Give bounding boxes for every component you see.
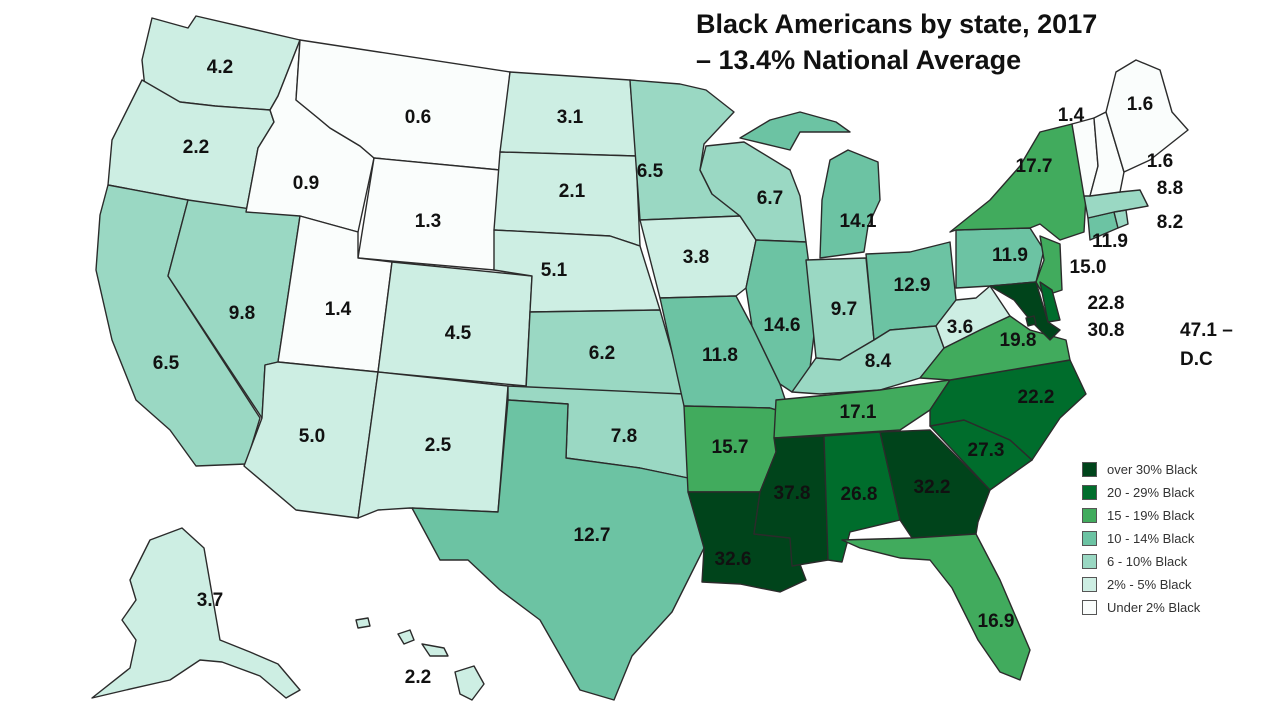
legend-swatch — [1082, 508, 1097, 523]
state-label-TN: 17.1 — [840, 402, 877, 423]
state-label-ME: 1.6 — [1127, 94, 1153, 115]
state-ME[interactable] — [1105, 59, 1189, 173]
state-UP-MI[interactable] — [739, 111, 851, 151]
state-label-MN: 6.5 — [637, 161, 664, 182]
state-label-WA: 4.2 — [207, 57, 233, 78]
state-HI[interactable] — [454, 665, 485, 701]
state-value-labels: 4.2 2.2 6.5 9.8 0.9 0.6 1.3 1.4 5.0 4.5 2.5 3.1 2.1 5… — [153, 57, 1183, 688]
state-label-NV: 9.8 — [229, 303, 255, 324]
state-DE[interactable] — [1039, 281, 1061, 323]
legend-item: 2% - 5% Black — [1082, 573, 1200, 596]
state-MI[interactable] — [819, 149, 881, 259]
state-NY[interactable] — [949, 123, 1087, 241]
state-label-UT: 1.4 — [325, 299, 352, 320]
state-label-ID: 0.9 — [293, 173, 319, 194]
legend-label: 20 - 29% Black — [1107, 485, 1195, 500]
legend-label: Under 2% Black — [1107, 600, 1201, 615]
legend-swatch — [1082, 531, 1097, 546]
title-line-2: – 13.4% National Average — [696, 45, 1022, 75]
state-label-KS: 6.2 — [589, 343, 615, 364]
state-label-OK: 7.8 — [611, 426, 637, 447]
state-label-LA: 32.6 — [715, 549, 752, 570]
state-label-IA: 3.8 — [683, 247, 709, 268]
map-title: Black Americans by state, 2017 – 13.4% N… — [696, 6, 1097, 78]
title-line-1: Black Americans by state, 2017 — [696, 9, 1098, 39]
state-label-NE: 5.1 — [541, 260, 568, 281]
state-label-MI: 14.1 — [840, 211, 877, 232]
legend-item: 6 - 10% Black — [1082, 550, 1200, 573]
state-label-TX: 12.7 — [574, 525, 611, 546]
legend-label: over 30% Black — [1107, 462, 1198, 477]
state-label-VT: 1.4 — [1058, 105, 1085, 126]
state-label-CT: 11.9 — [1092, 231, 1128, 252]
state-label-MS: 37.8 — [774, 483, 811, 504]
state-label-IL: 14.6 — [764, 315, 801, 336]
state-label-VA: 19.8 — [1000, 330, 1037, 351]
dc-label-line-2: D.C — [1180, 349, 1213, 370]
legend-item: 10 - 14% Black — [1082, 527, 1200, 550]
state-label-PA: 11.9 — [992, 245, 1028, 266]
state-label-HI: 2.2 — [405, 667, 431, 688]
state-label-AK: 3.7 — [197, 590, 223, 611]
state-label-MD: 30.8 — [1088, 320, 1125, 341]
legend-swatch — [1082, 462, 1097, 477]
state-label-AR: 15.7 — [712, 437, 749, 458]
dc-label-line-1: 47.1 – — [1180, 320, 1233, 341]
state-WV[interactable] — [935, 285, 1011, 349]
state-label-CA: 6.5 — [153, 353, 180, 374]
state-label-WV: 3.6 — [947, 317, 973, 338]
state-label-NJ: 15.0 — [1070, 257, 1107, 278]
state-label-KY: 8.4 — [865, 351, 892, 372]
legend-label: 2% - 5% Black — [1107, 577, 1192, 592]
state-MD[interactable] — [989, 281, 1061, 341]
state-TX[interactable] — [411, 399, 705, 701]
state-label-GA: 32.2 — [914, 477, 951, 498]
state-label-SD: 2.1 — [559, 181, 586, 202]
hi-islet-2 — [421, 643, 449, 657]
state-label-FL: 16.9 — [978, 611, 1015, 632]
legend-label: 6 - 10% Black — [1107, 554, 1188, 569]
state-GA[interactable] — [879, 429, 991, 539]
hi-islet-3 — [355, 617, 371, 629]
state-label-MT: 0.6 — [405, 107, 431, 128]
legend: over 30% Black 20 - 29% Black 15 - 19% B… — [1082, 458, 1200, 619]
hi-islet-1 — [397, 629, 415, 645]
dc-marker — [1025, 315, 1037, 327]
state-NC[interactable] — [929, 359, 1087, 461]
state-FL[interactable] — [841, 533, 1031, 681]
state-label-CO: 4.5 — [445, 323, 472, 344]
state-label-OH: 12.9 — [894, 275, 931, 296]
legend-swatch — [1082, 577, 1097, 592]
state-label-WY: 1.3 — [415, 211, 441, 232]
legend-item: over 30% Black — [1082, 458, 1200, 481]
state-label-RI: 8.2 — [1157, 212, 1183, 233]
state-label-NM: 2.5 — [425, 435, 452, 456]
legend-item: Under 2% Black — [1082, 596, 1200, 619]
legend-label: 15 - 19% Black — [1107, 508, 1195, 523]
state-label-SC: 27.3 — [968, 440, 1005, 461]
state-label-OR: 2.2 — [183, 137, 209, 158]
state-label-NC: 22.2 — [1018, 387, 1055, 408]
legend-swatch — [1082, 554, 1097, 569]
state-label-DE: 22.8 — [1088, 293, 1125, 314]
legend-swatch — [1082, 600, 1097, 615]
legend-item: 15 - 19% Black — [1082, 504, 1200, 527]
state-label-AL: 26.8 — [841, 484, 878, 505]
state-label-NY: 17.7 — [1016, 156, 1053, 177]
legend-swatch — [1082, 485, 1097, 500]
state-label-ND: 3.1 — [557, 107, 584, 128]
state-MA[interactable] — [1083, 189, 1149, 219]
state-label-IN: 9.7 — [831, 299, 857, 320]
state-label-MA: 8.8 — [1157, 178, 1183, 199]
state-label-NH: 1.6 — [1147, 151, 1173, 172]
legend-label: 10 - 14% Black — [1107, 531, 1195, 546]
state-label-MO: 11.8 — [702, 345, 738, 366]
state-label-WI: 6.7 — [757, 188, 783, 209]
state-AK[interactable] — [91, 527, 301, 699]
state-label-AZ: 5.0 — [299, 426, 325, 447]
legend-item: 20 - 29% Black — [1082, 481, 1200, 504]
dc-label: 47.1 – D.C — [1180, 316, 1233, 374]
